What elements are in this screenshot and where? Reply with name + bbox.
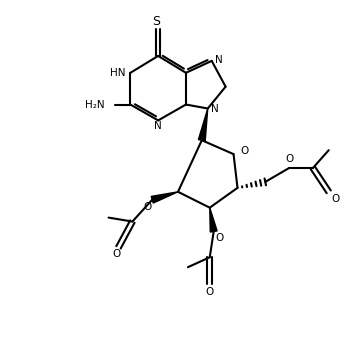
Text: O: O bbox=[241, 146, 249, 156]
Text: O: O bbox=[112, 249, 121, 259]
Text: S: S bbox=[152, 15, 160, 28]
Text: N: N bbox=[154, 121, 162, 131]
Polygon shape bbox=[151, 192, 178, 203]
Polygon shape bbox=[210, 208, 217, 232]
Text: H₂N: H₂N bbox=[85, 99, 105, 110]
Polygon shape bbox=[198, 108, 208, 141]
Text: O: O bbox=[216, 234, 224, 243]
Text: N: N bbox=[215, 55, 222, 65]
Text: N: N bbox=[211, 104, 219, 115]
Text: HN: HN bbox=[110, 68, 125, 78]
Text: O: O bbox=[206, 287, 214, 297]
Text: O: O bbox=[143, 202, 151, 212]
Text: O: O bbox=[332, 194, 340, 204]
Text: O: O bbox=[285, 154, 293, 164]
